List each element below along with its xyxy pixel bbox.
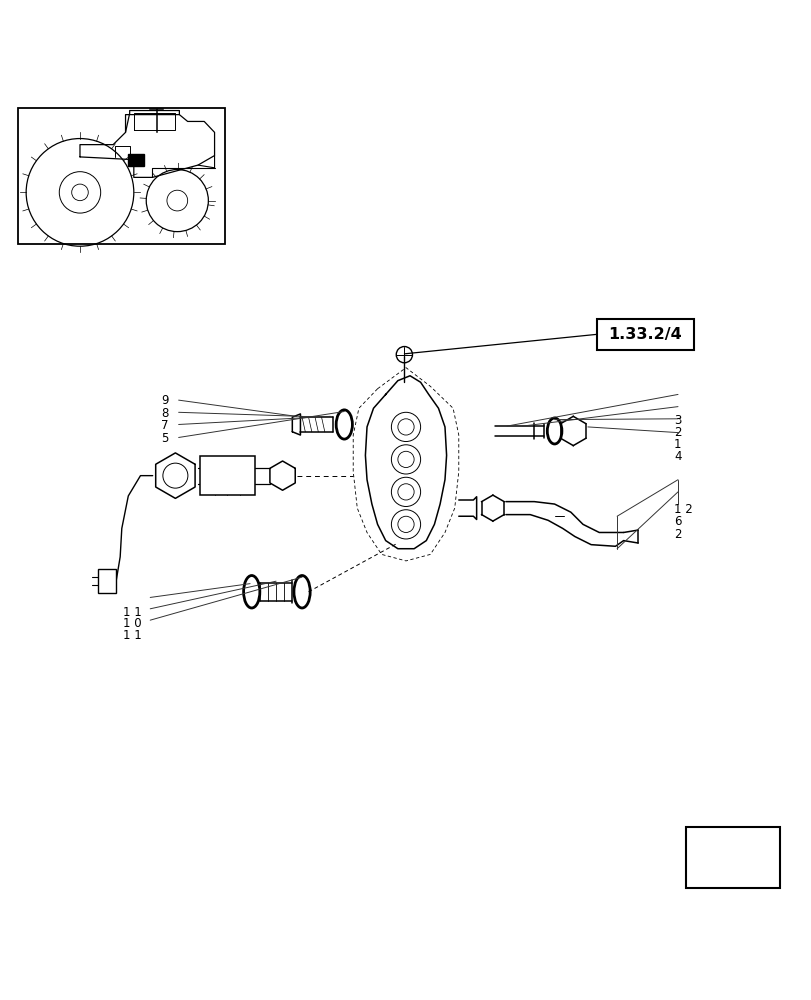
Text: 2: 2 xyxy=(673,528,680,541)
Bar xyxy=(98,569,116,593)
Text: 1.33.2/4: 1.33.2/4 xyxy=(608,327,681,342)
Text: 4: 4 xyxy=(673,450,680,463)
Bar xyxy=(596,319,693,350)
Text: 1 1: 1 1 xyxy=(123,606,142,619)
Text: 2: 2 xyxy=(673,426,680,439)
Text: 1 0: 1 0 xyxy=(123,617,142,630)
Text: 5: 5 xyxy=(161,432,169,445)
Text: 7: 7 xyxy=(161,419,169,432)
Text: 9: 9 xyxy=(161,394,169,407)
Text: 1 1: 1 1 xyxy=(123,629,142,642)
Bar xyxy=(18,108,225,244)
Bar xyxy=(200,456,255,495)
Text: 8: 8 xyxy=(161,407,169,420)
Bar xyxy=(685,827,779,888)
Text: 1 2: 1 2 xyxy=(673,503,692,516)
Text: 3: 3 xyxy=(673,414,680,427)
Text: 1: 1 xyxy=(673,438,680,451)
Text: 6: 6 xyxy=(673,515,680,528)
Bar xyxy=(127,154,144,166)
